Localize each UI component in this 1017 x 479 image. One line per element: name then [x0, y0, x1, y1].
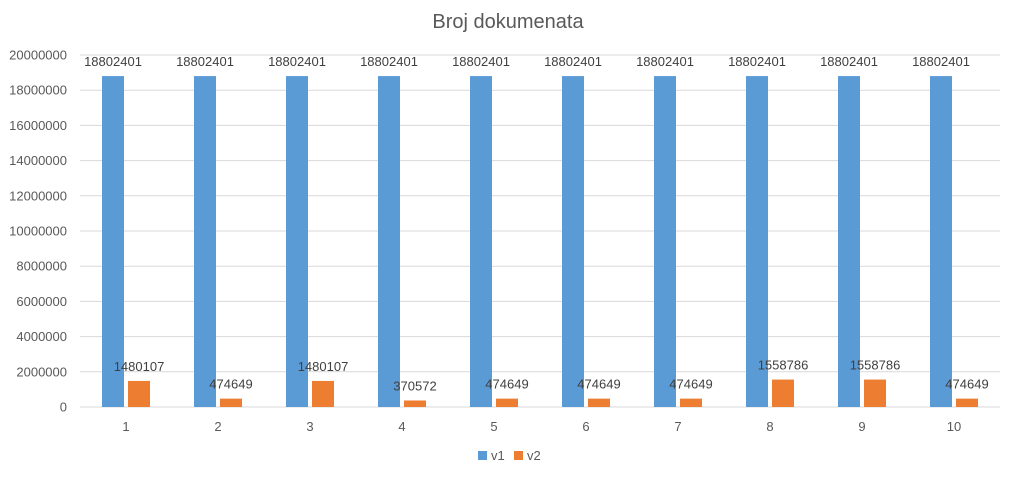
chart-title: Broj dokumenata [432, 11, 584, 33]
bar-v1 [654, 76, 676, 407]
y-tick-label: 16000000 [9, 118, 67, 133]
bar-v2 [496, 398, 518, 407]
legend-label-v1: v1 [491, 448, 505, 463]
y-tick-label: 6000000 [16, 294, 67, 309]
y-tick-label: 2000000 [16, 364, 67, 379]
data-label-v2: 474649 [577, 377, 620, 392]
data-label-v1: 18802401 [360, 54, 418, 69]
bars [102, 76, 978, 407]
y-tick-label: 4000000 [16, 329, 67, 344]
bar-v2 [680, 398, 702, 407]
bar-v1 [746, 76, 768, 407]
legend-swatch-v2 [514, 451, 523, 460]
x-tick-label: 3 [306, 419, 313, 434]
data-label-v1: 18802401 [176, 54, 234, 69]
data-label-v2: 1558786 [758, 358, 809, 373]
x-tick-label: 7 [674, 419, 681, 434]
bar-v1 [194, 76, 216, 407]
data-label-v2: 474649 [669, 377, 712, 392]
x-tick-label: 9 [858, 419, 865, 434]
y-tick-label: 12000000 [9, 188, 67, 203]
x-tick-label: 10 [947, 419, 961, 434]
x-tick-label: 5 [490, 419, 497, 434]
bar-v1 [562, 76, 584, 407]
data-label-v1: 18802401 [544, 54, 602, 69]
bar-v1 [286, 76, 308, 407]
bar-v2 [588, 398, 610, 407]
bar-v2 [128, 380, 150, 407]
data-label-v2: 474649 [209, 377, 252, 392]
x-tick-label: 1 [122, 419, 129, 434]
data-labels: 18802401 1480107 18802401 474649 18802401 148… [84, 54, 989, 393]
bar-v2 [220, 398, 242, 407]
y-tick-label: 18000000 [9, 83, 67, 98]
bar-v2 [772, 379, 794, 407]
data-label-v1: 18802401 [452, 54, 510, 69]
x-axis-ticks: 1 2 3 4 5 6 7 8 9 10 [122, 419, 961, 434]
data-label-v2: 1480107 [114, 359, 165, 374]
data-label-v1: 18802401 [912, 54, 970, 69]
data-label-v2: 1558786 [850, 358, 901, 373]
y-tick-label: 10000000 [9, 224, 67, 239]
bar-v1 [470, 76, 492, 407]
legend: v1 v2 [478, 448, 541, 463]
data-label-v2: 474649 [485, 377, 528, 392]
y-tick-label: 8000000 [16, 259, 67, 274]
data-label-v1: 18802401 [268, 54, 326, 69]
data-label-v1: 18802401 [84, 54, 142, 69]
data-label-v1: 18802401 [636, 54, 694, 69]
data-label-v1: 18802401 [728, 54, 786, 69]
x-tick-label: 2 [214, 419, 221, 434]
y-tick-label: 20000000 [9, 48, 67, 63]
bar-v1 [930, 76, 952, 407]
bar-v1 [378, 76, 400, 407]
legend-swatch-v1 [478, 451, 487, 460]
bar-v1 [102, 76, 124, 407]
bar-v2 [956, 398, 978, 407]
bar-v2 [404, 400, 426, 407]
y-axis-ticks: 0 2000000 4000000 6000000 8000000 10000000 120… [9, 48, 67, 415]
data-label-v1: 18802401 [820, 54, 878, 69]
x-tick-label: 6 [582, 419, 589, 434]
data-label-v2: 370572 [393, 378, 436, 393]
data-label-v2: 1480107 [298, 359, 349, 374]
x-tick-label: 8 [766, 419, 773, 434]
bar-v2 [312, 380, 334, 407]
legend-label-v2: v2 [527, 448, 541, 463]
y-tick-label: 0 [60, 400, 67, 415]
gridlines [80, 54, 1000, 408]
bar-v1 [838, 76, 860, 407]
bar-v2 [864, 379, 886, 407]
x-tick-label: 4 [398, 419, 405, 434]
data-label-v2: 474649 [945, 377, 988, 392]
y-tick-label: 14000000 [9, 153, 67, 168]
